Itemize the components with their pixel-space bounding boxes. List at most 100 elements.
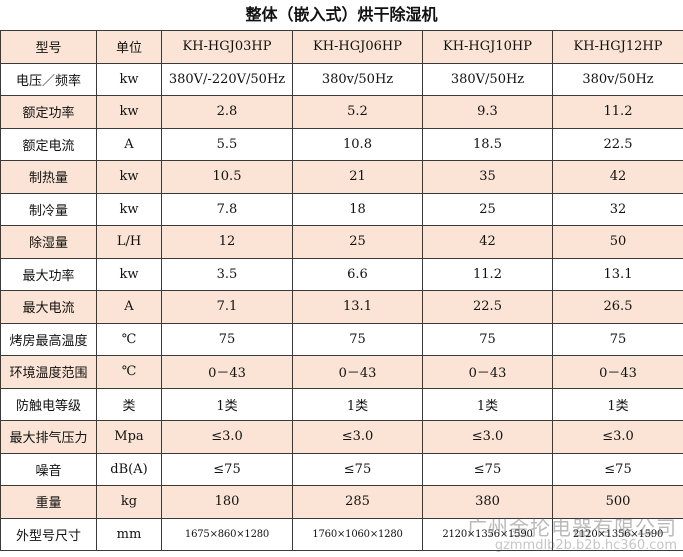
row-value-cell: ≤75 xyxy=(161,452,293,486)
row-unit: L/H xyxy=(96,225,162,259)
row-unit: mm xyxy=(96,517,162,551)
table-row: 制热量 kw 10.5 21 35 42 xyxy=(0,160,683,194)
row-value-cell: 1675×860×1280 xyxy=(161,517,293,551)
row-unit: ℃ xyxy=(96,322,162,356)
row-label: 电压／频率 xyxy=(0,62,97,96)
row-value-cell: 3.5 xyxy=(161,257,293,291)
row-label: 噪音 xyxy=(0,452,97,486)
row-value-cell: 21 xyxy=(292,160,423,194)
row-value-cell: 25 xyxy=(292,225,423,259)
table-row: 额定电流 A 5.5 10.8 18.5 22.5 xyxy=(0,127,683,161)
row-value-cell: 10.5 xyxy=(161,160,293,194)
row-label: 防触电等级 xyxy=(0,387,97,421)
header-cell-model-06hp: KH-HGJ06HP xyxy=(292,30,423,64)
row-unit: kw xyxy=(96,257,162,291)
row-value-cell: ≤75 xyxy=(292,452,423,486)
row-value-cell: 11.2 xyxy=(422,257,553,291)
row-value-cell: 18.5 xyxy=(422,127,553,161)
row-unit: A xyxy=(96,290,162,324)
row-value-cell: 380v/50Hz xyxy=(552,62,683,96)
row-value-cell: 12 xyxy=(161,225,293,259)
spec-table-body: 型号 单位 KH-HGJ03HP KH-HGJ06HP KH-HGJ10HP K… xyxy=(0,30,683,551)
row-value-cell: 380 xyxy=(422,485,553,519)
row-value-cell: 9.3 xyxy=(422,95,553,129)
row-value-cell: 32 xyxy=(552,192,683,226)
row-value-cell: 25 xyxy=(422,192,553,226)
row-value-cell: 26.5 xyxy=(552,290,683,324)
row-unit: ℃ xyxy=(96,355,162,389)
row-label: 最大功率 xyxy=(0,257,97,291)
row-value-cell: 42 xyxy=(422,225,553,259)
row-unit: 类 xyxy=(96,387,162,421)
header-cell-model-03hp: KH-HGJ03HP xyxy=(161,30,293,64)
row-value-cell: 5.2 xyxy=(292,95,423,129)
row-value-cell: 75 xyxy=(422,322,553,356)
row-value-cell: 6.6 xyxy=(292,257,423,291)
table-row: 噪音 dB(A) ≤75 ≤75 ≤75 ≤75 xyxy=(0,452,683,486)
row-unit: dB(A) xyxy=(96,452,162,486)
row-label: 重量 xyxy=(0,485,97,519)
row-label: 环境温度范围 xyxy=(0,355,97,389)
table-row: 烤房最高温度 ℃ 75 75 75 75 xyxy=(0,322,683,356)
row-value-cell: ≤75 xyxy=(422,452,553,486)
row-value-cell: ≤3.0 xyxy=(552,420,683,454)
table-row: 电压／频率 kw 380V/-220V/50Hz 380v/50Hz 380V/50Hz… xyxy=(0,62,683,96)
row-value-cell: 75 xyxy=(161,322,293,356)
row-label: 制热量 xyxy=(0,160,97,194)
row-value-cell: 0－43 xyxy=(422,355,553,389)
header-cell-unit: 单位 xyxy=(96,30,162,64)
table-row: 重量 kg 180 285 380 500 xyxy=(0,485,683,519)
row-unit: kw xyxy=(96,192,162,226)
row-value-cell: 35 xyxy=(422,160,553,194)
row-value-cell: 380v/50Hz xyxy=(292,62,423,96)
row-unit: kg xyxy=(96,485,162,519)
table-row: 最大电流 A 7.1 13.1 22.5 26.5 xyxy=(0,290,683,324)
row-value-cell: 22.5 xyxy=(422,290,553,324)
spec-table: 型号 单位 KH-HGJ03HP KH-HGJ06HP KH-HGJ10HP K… xyxy=(0,30,683,551)
row-value-cell: 42 xyxy=(552,160,683,194)
row-value-cell: 380V/-220V/50Hz xyxy=(161,62,293,96)
row-label: 烤房最高温度 xyxy=(0,322,97,356)
table-row: 外型号尺寸 mm 1675×860×1280 1760×1060×1280 2120×1… xyxy=(0,517,683,551)
row-unit: kw xyxy=(96,62,162,96)
table-row: 除湿量 L/H 12 25 42 50 xyxy=(0,225,683,259)
row-value-cell: 1类 xyxy=(292,387,423,421)
row-value-cell: 75 xyxy=(292,322,423,356)
row-value-cell: ≤3.0 xyxy=(422,420,553,454)
table-row: 额定功率 kw 2.8 5.2 9.3 11.2 xyxy=(0,95,683,129)
header-cell-model-12hp: KH-HGJ12HP xyxy=(552,30,683,64)
row-value-cell: ≤3.0 xyxy=(161,420,293,454)
row-unit: kw xyxy=(96,160,162,194)
row-value-cell: 1760×1060×1280 xyxy=(292,517,423,551)
row-label: 最大排气压力 xyxy=(0,420,97,454)
row-label: 除湿量 xyxy=(0,225,97,259)
row-value-cell: 1类 xyxy=(422,387,553,421)
row-value-cell: 7.8 xyxy=(161,192,293,226)
row-unit: kw xyxy=(96,95,162,129)
row-value-cell: 1类 xyxy=(161,387,293,421)
table-row: 最大排气压力 Mpa ≤3.0 ≤3.0 ≤3.0 ≤3.0 xyxy=(0,420,683,454)
row-label: 制冷量 xyxy=(0,192,97,226)
row-label: 外型号尺寸 xyxy=(0,517,97,551)
row-label: 额定电流 xyxy=(0,127,97,161)
row-label: 最大电流 xyxy=(0,290,97,324)
table-row: 制冷量 kw 7.8 18 25 32 xyxy=(0,192,683,226)
header-cell-model: 型号 xyxy=(0,30,97,64)
row-value-cell: 0－43 xyxy=(292,355,423,389)
row-unit: Mpa xyxy=(96,420,162,454)
row-unit: A xyxy=(96,127,162,161)
row-value-cell: 11.2 xyxy=(552,95,683,129)
table-row: 环境温度范围 ℃ 0－43 0－43 0－43 0－43 xyxy=(0,355,683,389)
row-value-cell: ≤75 xyxy=(552,452,683,486)
row-value-cell: 2120×1356×1590 xyxy=(552,517,683,551)
table-row: 最大功率 kw 3.5 6.6 11.2 13.1 xyxy=(0,257,683,291)
page-title: 整体（嵌入式）烘干除湿机 xyxy=(245,5,438,24)
row-value-cell: 50 xyxy=(552,225,683,259)
row-value-cell: 13.1 xyxy=(552,257,683,291)
row-value-cell: 180 xyxy=(161,485,293,519)
row-value-cell: 10.8 xyxy=(292,127,423,161)
row-value-cell: 2.8 xyxy=(161,95,293,129)
row-value-cell: 5.5 xyxy=(161,127,293,161)
row-value-cell: 18 xyxy=(292,192,423,226)
row-value-cell: ≤3.0 xyxy=(292,420,423,454)
